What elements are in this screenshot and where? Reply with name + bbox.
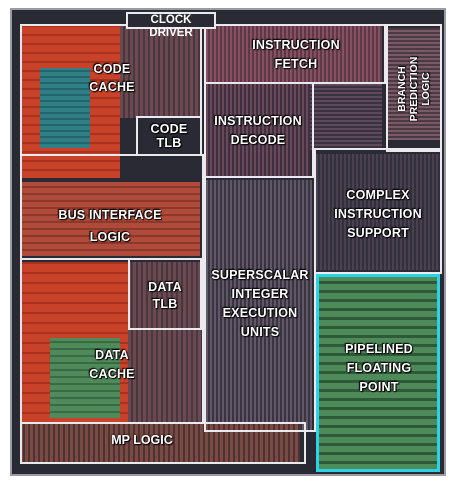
fp-texture <box>318 276 438 470</box>
data-tlb-label: DATA TLB <box>148 280 182 311</box>
processor-die: CLOCK DRIVER CODE CACHE CODE TLB INSTRUCTI… <box>10 8 446 476</box>
data-cache-label: DATA CACHE <box>89 348 135 381</box>
pipelined-fp-label: PIPELINED FLOATING POINT <box>345 342 413 394</box>
instruction-fetch-label: INSTRUCTION FETCH <box>252 38 340 71</box>
code-cache-label: CODE CACHE <box>89 62 135 94</box>
clock-driver-label: CLOCK DRIVER <box>126 12 216 39</box>
superscalar-block <box>204 176 316 432</box>
data-tlb-texture <box>128 262 202 422</box>
superscalar-texture <box>206 180 312 430</box>
fetch-texture <box>206 26 382 84</box>
branch-texture <box>388 28 440 140</box>
mp-logic-label: MP LOGIC <box>111 433 173 447</box>
die-outline <box>10 8 446 476</box>
instruction-decode-label: INSTRUCTION DECODE <box>214 114 302 147</box>
complex-instruction-label: COMPLEX INSTRUCTION SUPPORT <box>334 188 422 240</box>
superscalar-label: SUPERSCALAR INTEGER EXECUTION UNITS <box>211 268 309 339</box>
bus-texture <box>20 182 200 256</box>
code-tlb-label: CODE TLB <box>150 122 188 150</box>
code-cache-texture-right <box>120 26 200 118</box>
decode-texture <box>206 84 310 176</box>
complex-texture <box>316 154 440 270</box>
code-cache-texture-teal <box>40 68 90 148</box>
bus-interface-label: BUS INTERFACE LOGIC <box>58 208 162 244</box>
branch-prediction-label: BRANCH PREDICTION LOGIC <box>396 56 432 122</box>
decode-right-texture <box>310 84 382 150</box>
fp-highlight-box <box>316 274 440 472</box>
mp-logic-block <box>20 422 306 464</box>
branch-prediction-block <box>386 24 442 152</box>
data-cache-texture-green <box>50 338 120 418</box>
